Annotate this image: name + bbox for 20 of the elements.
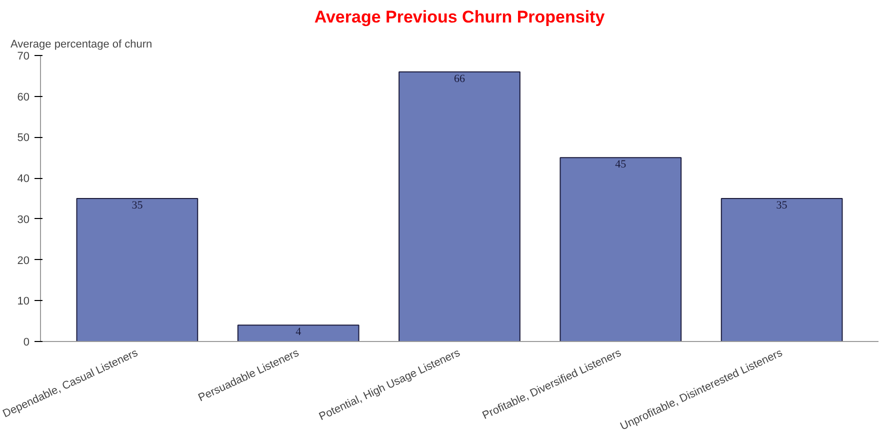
y-tick-label: 10 <box>17 296 30 308</box>
y-tick-label: 60 <box>17 91 30 104</box>
y-tick-label: 0 <box>23 336 30 348</box>
data-label: 66 <box>454 72 466 85</box>
y-axis-title: Average percentage of churn <box>10 38 152 50</box>
y-tick-label: 40 <box>17 173 30 186</box>
data-label: 35 <box>776 200 788 212</box>
bar <box>237 324 360 342</box>
data-label: 35 <box>132 200 144 212</box>
data-label: 45 <box>615 158 627 171</box>
chart-title: Average Previous Churn Propensity <box>314 8 606 26</box>
y-tick-label: 30 <box>17 214 30 226</box>
bar <box>720 198 843 342</box>
data-label: 4 <box>296 326 302 338</box>
y-tick-label: 20 <box>17 254 30 267</box>
y-tick-label: 50 <box>17 132 30 144</box>
bar <box>560 157 682 342</box>
bar <box>398 71 520 342</box>
y-tick-label: 70 <box>17 50 30 62</box>
bar <box>76 198 198 342</box>
